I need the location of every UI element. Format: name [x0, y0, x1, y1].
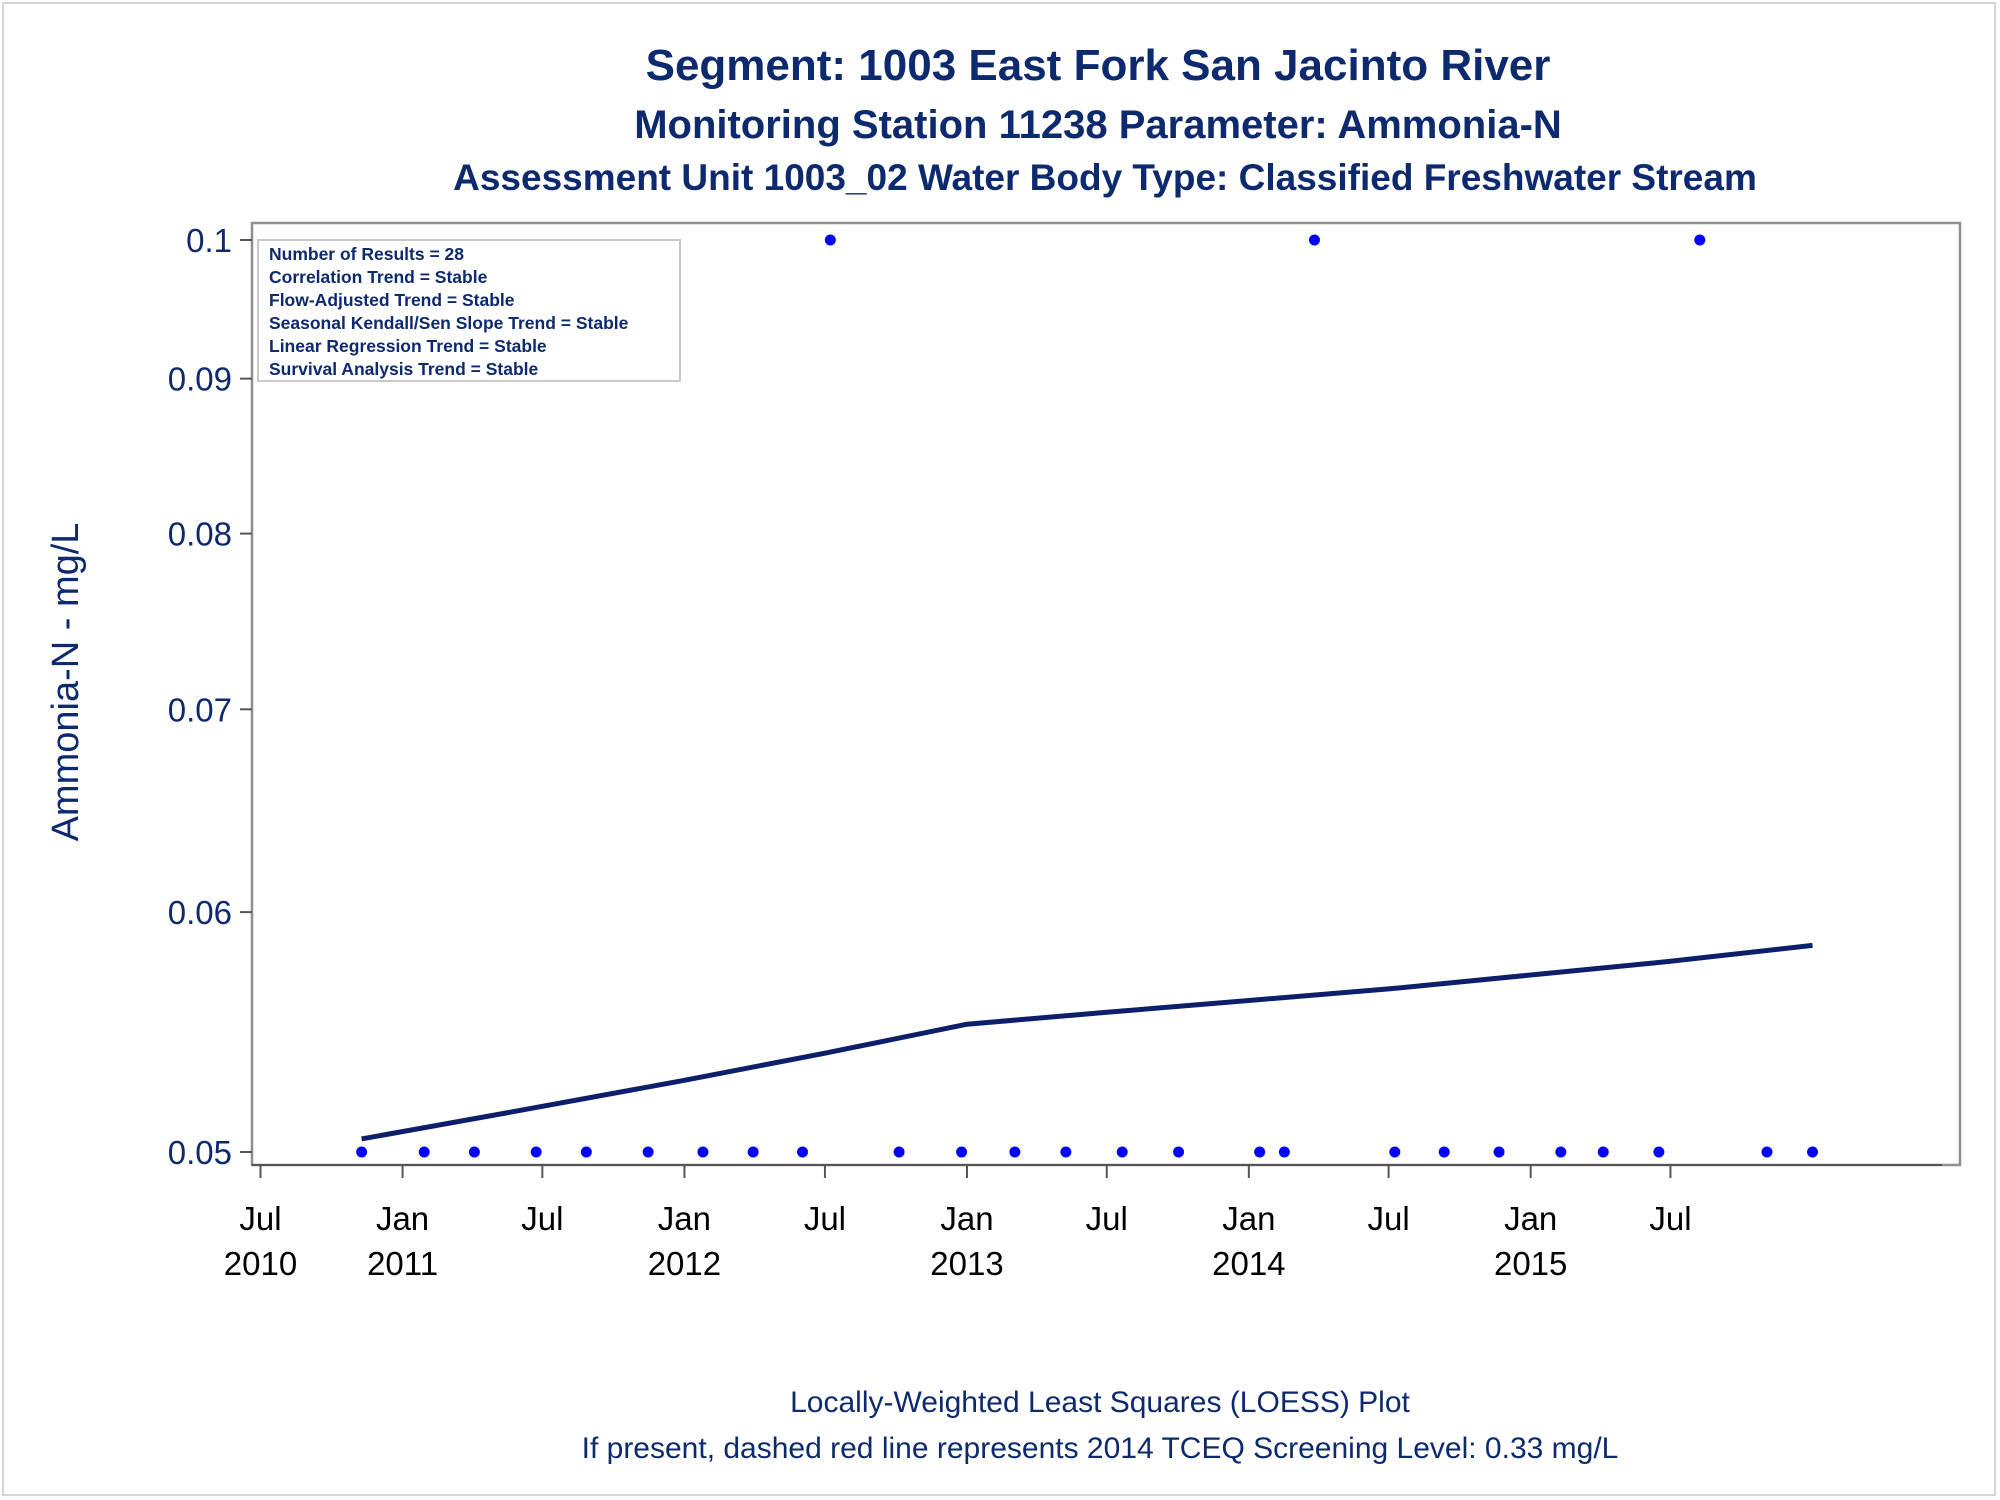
stats-inset-line: Number of Results = 28	[269, 244, 464, 264]
x-tick-label-month: Jan	[376, 1200, 429, 1237]
data-point	[468, 1146, 480, 1158]
y-tick-label: 0.09	[168, 361, 232, 398]
x-tick-label-month: Jul	[1086, 1200, 1128, 1237]
x-tick-label-month: Jan	[940, 1200, 993, 1237]
chart-subtitle-station: Monitoring Station 11238 Parameter: Ammo…	[634, 103, 1562, 147]
data-point	[1493, 1146, 1505, 1158]
data-point	[642, 1146, 654, 1158]
data-point	[530, 1146, 542, 1158]
x-tick-label-month: Jul	[1368, 1200, 1410, 1237]
data-point	[1555, 1146, 1567, 1158]
y-tick-label: 0.08	[168, 516, 232, 553]
stats-inset-border	[257, 239, 681, 382]
stats-inset-line: Correlation Trend = Stable	[269, 267, 488, 287]
y-axis-label: Ammonia-N - mg/L	[45, 523, 87, 842]
stats-inset-line: Linear Regression Trend = Stable	[269, 336, 547, 356]
x-tick-label-month: Jan	[658, 1200, 711, 1237]
data-point	[418, 1146, 430, 1158]
stats-inset-line: Survival Analysis Trend = Stable	[269, 359, 539, 379]
x-tick-label-year: 2014	[1212, 1245, 1285, 1282]
x-tick-label-year: 2011	[367, 1245, 438, 1282]
x-axis: Jul 2010 Jan 2011 Jul Jan 2012 Jul Jan 2013 Jul Jan…	[224, 1164, 1942, 1282]
x-tick-label-month: Jan	[1222, 1200, 1275, 1237]
y-tick-label: 0.07	[168, 691, 232, 728]
data-point	[1653, 1146, 1665, 1158]
data-point	[1254, 1146, 1266, 1158]
data-point	[697, 1146, 709, 1158]
footnote-loess: Locally-Weighted Least Squares (LOESS) P…	[790, 1386, 1410, 1419]
chart-subtitle-assessment: Assessment Unit 1003_02 Water Body Type:…	[453, 157, 1757, 198]
x-tick-label-year: 2015	[1494, 1245, 1567, 1282]
x-tick-label-year: 2010	[224, 1245, 297, 1282]
y-tick-label: 0.1	[186, 222, 232, 259]
chart-title: Segment: 1003 East Fork San Jacinto Rive…	[646, 41, 1551, 90]
data-point	[1694, 234, 1706, 246]
stats-inset-box: Number of Results = 28 Correlation Trend …	[257, 239, 681, 382]
data-point	[1278, 1146, 1290, 1158]
data-point	[1389, 1146, 1401, 1158]
x-tick-label-month: Jul	[521, 1200, 563, 1237]
data-point	[1173, 1146, 1185, 1158]
data-point	[893, 1146, 905, 1158]
data-point	[1438, 1146, 1450, 1158]
data-point	[356, 1146, 368, 1158]
y-axis: 0.05 0.06 0.07 0.08 0.09 0.1	[168, 222, 252, 1171]
points-layer	[356, 234, 1819, 1158]
data-point	[747, 1146, 759, 1158]
footnote-screening-level: If present, dashed red line represents 2…	[582, 1432, 1619, 1465]
data-point	[1060, 1146, 1072, 1158]
data-point	[580, 1146, 592, 1158]
x-tick-label-year: 2012	[648, 1245, 721, 1282]
stats-inset-line: Seasonal Kendall/Sen Slope Trend = Stabl…	[269, 313, 629, 333]
loess-layer	[361, 942, 1813, 1142]
data-point	[797, 1146, 809, 1158]
x-tick-label-month: Jul	[1649, 1200, 1691, 1237]
data-point	[1308, 234, 1320, 246]
data-point	[1761, 1146, 1773, 1158]
data-point	[1009, 1146, 1021, 1158]
data-point	[824, 234, 836, 246]
data-point	[1807, 1146, 1819, 1158]
stats-inset-line: Flow-Adjusted Trend = Stable	[269, 290, 515, 310]
x-tick-label-month: Jul	[239, 1200, 281, 1237]
data-point	[1116, 1146, 1128, 1158]
data-point	[956, 1146, 968, 1158]
data-point	[1597, 1146, 1609, 1158]
x-tick-label-month: Jul	[804, 1200, 846, 1237]
x-tick-label-year: 2013	[930, 1245, 1003, 1282]
x-tick-label-month: Jan	[1504, 1200, 1557, 1237]
loess-curve	[361, 942, 1813, 1142]
y-tick-label: 0.05	[168, 1134, 232, 1171]
y-tick-label: 0.06	[168, 894, 232, 931]
